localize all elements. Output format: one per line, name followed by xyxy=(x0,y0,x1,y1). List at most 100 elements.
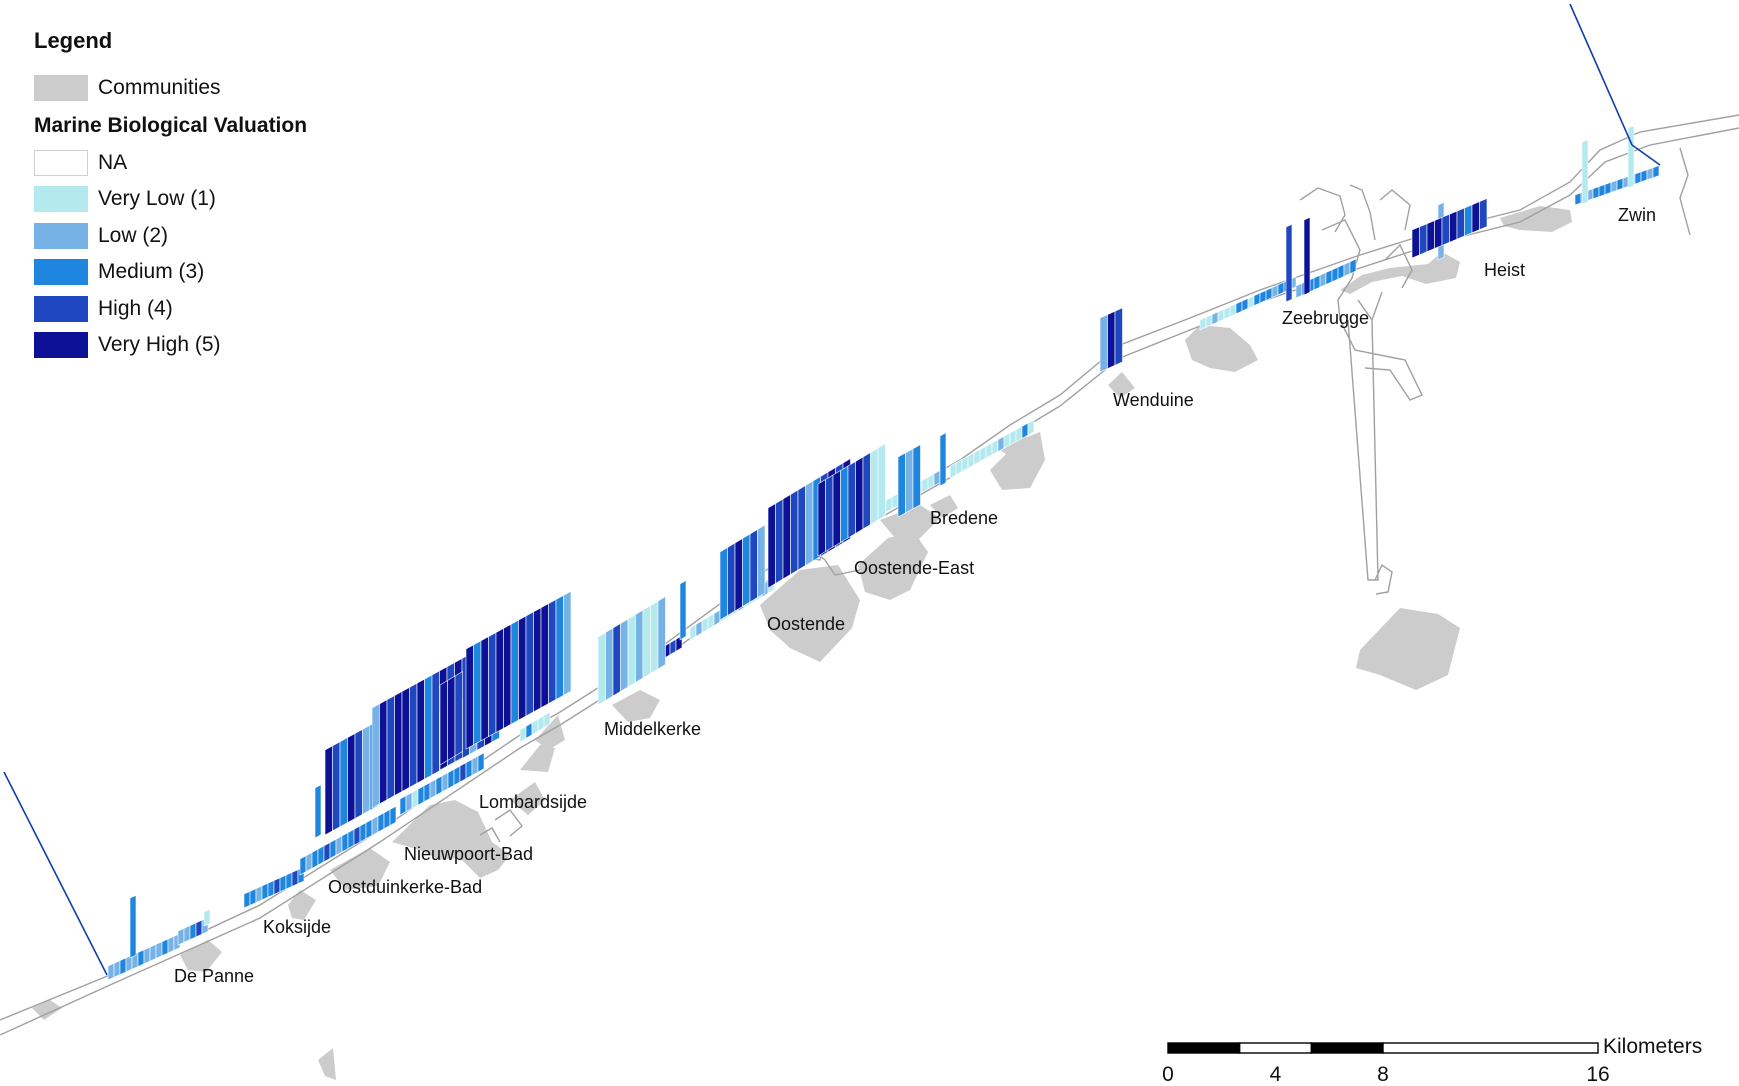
community-areas xyxy=(32,206,1572,1080)
valuation-strip xyxy=(870,447,879,526)
valuation-strip xyxy=(447,675,456,762)
place-label: Oostduinkerke-Bad xyxy=(328,877,482,897)
valuation-strip xyxy=(840,465,849,544)
valuation-strip xyxy=(416,678,425,784)
legend-item-2: Low (2) xyxy=(34,218,374,255)
valuation-strip xyxy=(1229,303,1237,317)
valuation-strip xyxy=(1247,295,1255,309)
valuation-strip xyxy=(465,758,473,780)
valuation-strip xyxy=(317,845,325,866)
valuation-strip xyxy=(620,618,629,693)
valuation-strip xyxy=(323,841,331,863)
valuation-strip xyxy=(155,941,163,959)
valuation-strip xyxy=(627,613,636,688)
scale-tick-label: 16 xyxy=(1586,1063,1609,1086)
valuation-strip xyxy=(471,755,479,776)
legend-valuation-classes: NA Very Low (1) Low (2) Medium (3) High (4) V… xyxy=(34,145,374,364)
valuation-strip xyxy=(605,627,614,702)
valuation-strip xyxy=(423,781,431,803)
coast-line xyxy=(1374,563,1393,595)
coast-line xyxy=(0,127,1739,1036)
community-area xyxy=(318,1048,336,1080)
valuation-strip xyxy=(377,812,385,833)
border-line-west xyxy=(3,771,108,976)
valuation-strip xyxy=(409,682,418,788)
valuation-strip xyxy=(518,615,527,721)
coast-line xyxy=(1347,319,1379,581)
valuation-strip xyxy=(921,476,929,493)
legend-label: Very Low (1) xyxy=(98,187,216,211)
scale-bar-segment xyxy=(1382,1042,1599,1054)
valuation-strip xyxy=(1411,226,1420,259)
scale-tick-label: 0 xyxy=(1162,1063,1174,1086)
legend-swatch xyxy=(34,149,88,176)
valuation-strip xyxy=(563,590,572,696)
place-label: Middelkerke xyxy=(604,719,701,739)
valuation-strip xyxy=(189,922,197,941)
valuation-strip xyxy=(435,775,443,796)
valuation-strip xyxy=(324,745,333,836)
valuation-strip xyxy=(531,718,539,736)
valuation-strip xyxy=(279,874,287,893)
valuation-strip xyxy=(1235,300,1243,315)
valuation-strip xyxy=(1456,207,1465,240)
valuation-strip xyxy=(1349,258,1357,275)
community-area xyxy=(510,782,545,815)
valuation-strip xyxy=(1479,198,1488,231)
valuation-strip xyxy=(365,818,373,840)
scale-bar: 0 4 8 16 Kilometers xyxy=(1162,1035,1702,1086)
legend-panel: Legend Communities Marine Biological Val… xyxy=(34,26,374,364)
valuation-strip xyxy=(1627,125,1635,189)
valuation-strips xyxy=(107,125,1660,981)
valuation-strip xyxy=(832,469,841,548)
community-area xyxy=(288,890,316,920)
community-area xyxy=(1340,252,1460,294)
scale-bar-segment xyxy=(1167,1042,1241,1054)
coast-line xyxy=(1384,243,1413,289)
valuation-strip xyxy=(905,448,914,514)
place-label: Zwin xyxy=(1618,205,1656,225)
legend-label: Low (2) xyxy=(98,223,169,247)
community-area xyxy=(392,800,510,878)
valuation-strip xyxy=(1598,184,1606,198)
coast-line xyxy=(1379,189,1411,231)
place-label: Heist xyxy=(1484,260,1525,280)
valuation-strip xyxy=(480,636,489,742)
national-border-lines xyxy=(3,3,1661,976)
valuation-strip xyxy=(533,607,542,713)
valuation-strip xyxy=(719,546,728,621)
valuation-strip xyxy=(1205,314,1213,328)
valuation-strip xyxy=(1295,282,1303,299)
place-label: Oostende-East xyxy=(854,558,974,578)
valuation-strip xyxy=(267,880,275,898)
community-area xyxy=(32,1000,62,1020)
valuation-strip xyxy=(1434,216,1443,250)
valuation-strip xyxy=(429,778,437,800)
legend-swatch xyxy=(34,259,88,286)
valuation-strip xyxy=(1426,220,1435,253)
community-area xyxy=(1356,608,1460,690)
valuation-strip xyxy=(1441,213,1450,246)
place-label: Nieuwpoort-Bad xyxy=(404,844,533,864)
valuation-strip xyxy=(359,822,367,843)
valuation-strip xyxy=(183,925,191,943)
valuation-strip xyxy=(299,855,307,876)
valuation-strip xyxy=(805,480,814,567)
valuation-strip xyxy=(459,762,467,783)
legend-item-5: Very High (5) xyxy=(34,327,374,364)
legend-item-0: NA xyxy=(34,145,374,182)
valuation-strip xyxy=(371,703,380,809)
valuation-strip xyxy=(439,679,448,766)
valuation-strip xyxy=(354,728,363,820)
coast-line xyxy=(479,827,501,843)
legend-label-communities: Communities xyxy=(98,76,221,100)
valuation-strip xyxy=(314,784,322,839)
valuation-strip xyxy=(727,542,736,617)
valuation-strip xyxy=(477,752,485,773)
valuation-strip xyxy=(1581,139,1589,205)
valuation-strip xyxy=(1592,186,1600,200)
valuation-strip xyxy=(488,631,497,738)
valuation-strip xyxy=(389,805,397,827)
valuation-strip xyxy=(1646,167,1654,181)
community-area xyxy=(990,432,1045,490)
